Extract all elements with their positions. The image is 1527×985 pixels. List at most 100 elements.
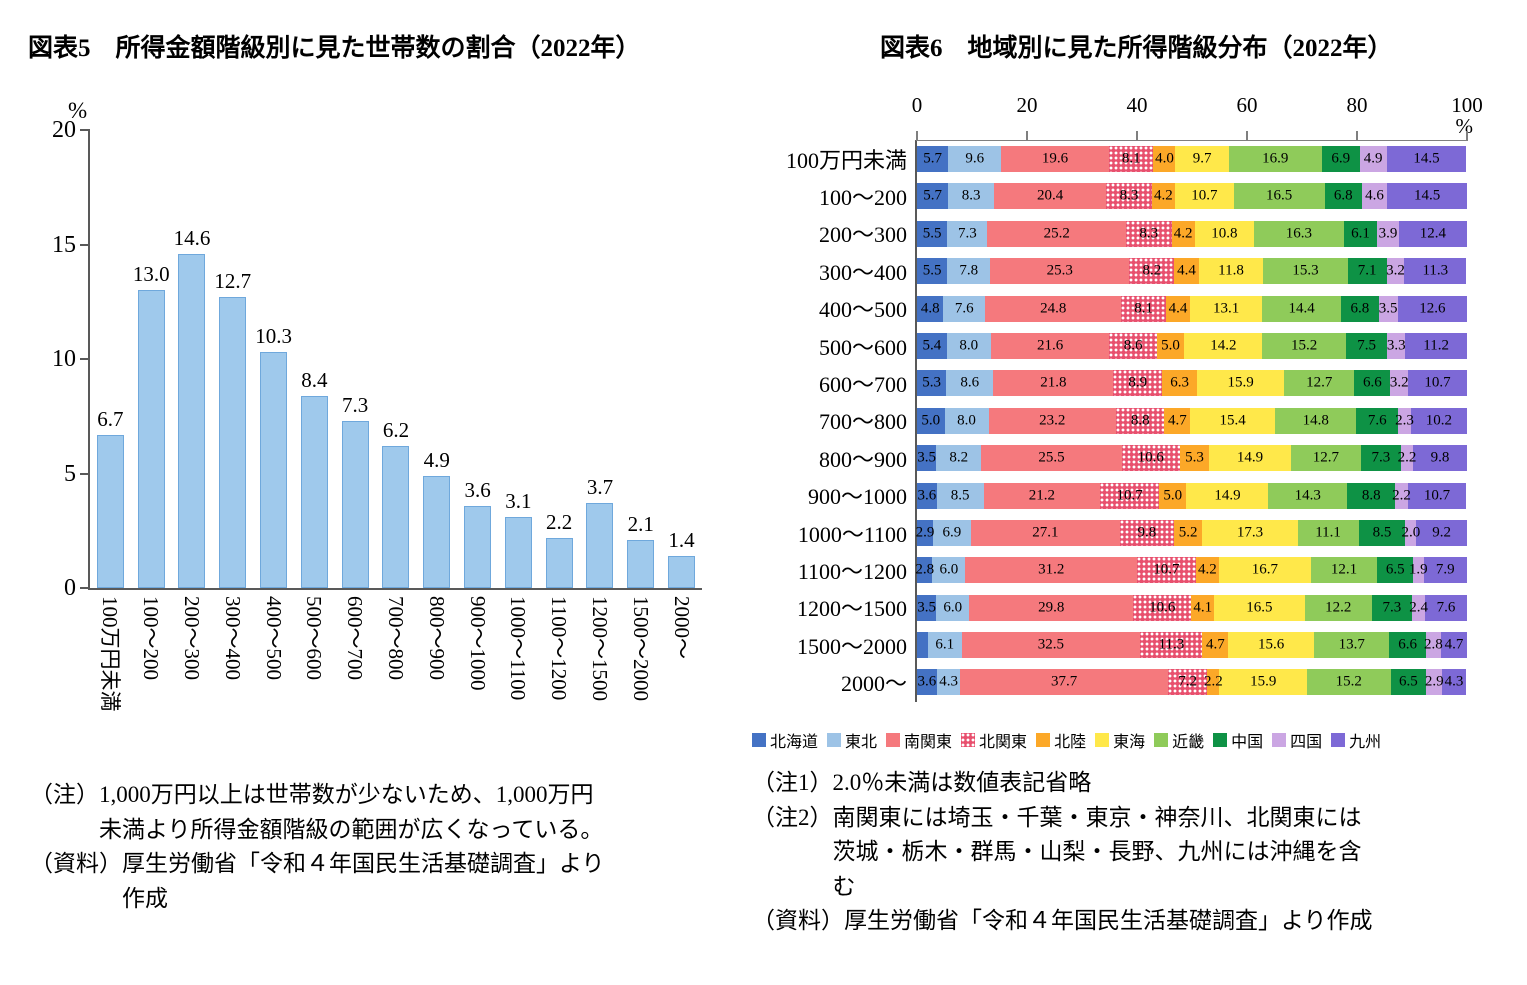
bar-segment: 16.5: [1213, 594, 1305, 621]
bar-segment: 4.2: [1171, 220, 1195, 247]
segment-value-label: 5.0: [1161, 337, 1180, 354]
segment-value-label: 5.7: [923, 150, 943, 167]
segment-value-label: 5.0: [1163, 487, 1183, 504]
legend-label: 北海道: [770, 734, 819, 751]
bar-segment: 7.9: [1423, 557, 1467, 584]
bar-segment: 5.0: [917, 407, 945, 434]
segment-value-label: 10.6: [1149, 599, 1176, 616]
row-label: 700～800: [818, 409, 907, 435]
bar-segment: 3.5: [1378, 295, 1398, 322]
segment-value-label: 19.6: [1041, 150, 1069, 167]
row-label: 1000～1100: [797, 521, 907, 547]
y-axis-tick: [80, 243, 90, 246]
segment-value-label: 8.3: [961, 187, 981, 204]
x-axis-label: 100万円未満: [98, 596, 123, 712]
stacked-bar: 2.8 6.0 31.2 10.7 4.2 16.7 12.1 6.5 1.9 7.9: [915, 557, 1467, 584]
figure5-percent-label: %: [68, 98, 88, 123]
segment-value-label: 6.3: [1170, 374, 1189, 391]
legend-label: 近畿: [1172, 734, 1205, 751]
bar-segment: 4.4: [1174, 258, 1199, 285]
segment-value-label: 10.7: [1153, 561, 1180, 578]
x-axis-label: 1500～2000: [628, 596, 653, 701]
legend-swatch: [1213, 733, 1228, 747]
segment-value-label: 8.3: [1119, 187, 1139, 204]
x-axis-label: 900～1000: [465, 596, 490, 691]
bar-segment: 16.3: [1254, 220, 1344, 247]
x-axis-tick: [1026, 131, 1028, 141]
segment-value-label: 12.2: [1325, 599, 1352, 616]
legend-item: 中国: [1213, 728, 1263, 752]
note-text: 2.0％未満は数値表記省略: [832, 770, 1092, 795]
segment-value-label: 12.7: [1306, 374, 1333, 391]
stacked-bar-row: 3.5 8.2 25.5 10.6 5.3 14.9 12.7 7.3 2.2 9.8: [917, 440, 1467, 477]
bar-segment: 12.4: [1398, 220, 1467, 247]
segment-value-label: 5.2: [1178, 524, 1198, 541]
segment-value-label: 16.3: [1285, 225, 1313, 242]
bar-segment: 8.8: [1347, 482, 1396, 509]
bar-value-label: 6.2: [382, 418, 410, 443]
segment-value-label: 7.1: [1357, 262, 1377, 279]
segment-value-label: 6.8: [1333, 187, 1353, 204]
bar-segment: 5.3: [1179, 445, 1210, 472]
bar-segment: 11.2: [1405, 332, 1467, 359]
segment-value-label: 4.8: [920, 300, 940, 317]
x-axis-label: 1100～1200: [547, 596, 572, 701]
bar-segment: 2.8: [1424, 632, 1443, 659]
segment-value-label: 2.2: [1392, 487, 1411, 504]
legend-item: 九州: [1331, 728, 1381, 752]
segment-value-label: 4.7: [1205, 636, 1225, 653]
segment-value-label: 4.1: [1193, 599, 1213, 616]
legend-swatch: [1154, 733, 1169, 747]
segment-value-label: 20.4: [1036, 187, 1064, 204]
figure5-yaxis: 0 5 10 15 20: [52, 117, 702, 601]
segment-value-label: 9.7: [1192, 150, 1212, 167]
bar-segment: 5.0: [1156, 332, 1185, 359]
y-axis-label: 15: [52, 231, 76, 258]
bar-segment: 6.6: [1389, 632, 1426, 659]
y-axis-label: 20: [52, 117, 76, 143]
legend-label: 中国: [1231, 734, 1264, 751]
stacked-bar: 6.1 32.5 11.3 4.7 15.6 13.7 6.6 2.8 4.7: [917, 632, 1467, 659]
figure6-title: 図表6 地域別に見た所得階級分布（2022年）: [880, 35, 1393, 62]
segment-value-label: 10.8: [1211, 225, 1238, 242]
bar-segment: 9.2: [1416, 519, 1467, 546]
bar-segment: 6.1: [928, 632, 962, 659]
bar-value-label: 8.4: [301, 367, 328, 392]
y-axis-label: 5: [64, 460, 76, 487]
segment-value-label: 15.9: [1227, 374, 1254, 391]
bar-slot: 2.2: [539, 130, 580, 588]
segment-value-label: 21.8: [1040, 374, 1067, 391]
bar-segment: 3.5: [917, 445, 937, 472]
bar-segment: 15.9: [1196, 370, 1285, 397]
bar-segment: 14.3: [1268, 482, 1348, 509]
segment-value-label: 16.5: [1246, 599, 1273, 616]
x-axis-label: 0: [911, 93, 923, 117]
bar-segment: 16.7: [1218, 557, 1311, 584]
segment-value-label: 10.6: [1137, 449, 1164, 466]
bar-value-label: 2.2: [546, 509, 573, 534]
stacked-bar: 4.8 7.6 24.8 8.1 4.4 13.1 14.4 6.8 3.5 12.6: [917, 295, 1468, 322]
segment-value-label: 27.1: [1032, 524, 1059, 541]
segment-value-label: 4.6: [1365, 187, 1384, 204]
segment-value-label: 15.9: [1250, 673, 1277, 690]
segment-value-label: 14.3: [1294, 487, 1321, 504]
segment-value-label: 3.5: [1378, 300, 1398, 317]
segment-value-label: 2.9: [1424, 673, 1444, 690]
bar-segment: 2.4: [1409, 594, 1428, 621]
bar-segment: 4.7: [1164, 407, 1191, 434]
segment-value-label: 7.6: [1436, 599, 1456, 616]
segment-value-label: 8.2: [1142, 262, 1162, 279]
segment-value-label: 3.9: [1378, 225, 1398, 242]
legend-swatch: [886, 733, 901, 747]
stacked-bar-row: 6.1 32.5 11.3 4.7 15.6 13.7 6.6 2.8 4.7: [917, 627, 1467, 664]
segment-value-label: 14.5: [1413, 187, 1441, 204]
stacked-bar: 5.5 7.8 25.3 8.2 4.4 11.8 15.3 7.1 3.2 11.3: [917, 258, 1467, 285]
bar-segment: 8.6: [1109, 332, 1157, 359]
x-axis-label: 600～700: [343, 596, 368, 680]
legend-item: 四国: [1272, 728, 1322, 752]
bar-segment: 6.8: [1341, 295, 1379, 322]
segment-value-label: 4.3: [939, 673, 958, 690]
bar-segment: 13.7: [1314, 632, 1390, 659]
bar-value-label: 3.6: [464, 477, 491, 502]
segment-value-label: 24.8: [1040, 300, 1067, 317]
